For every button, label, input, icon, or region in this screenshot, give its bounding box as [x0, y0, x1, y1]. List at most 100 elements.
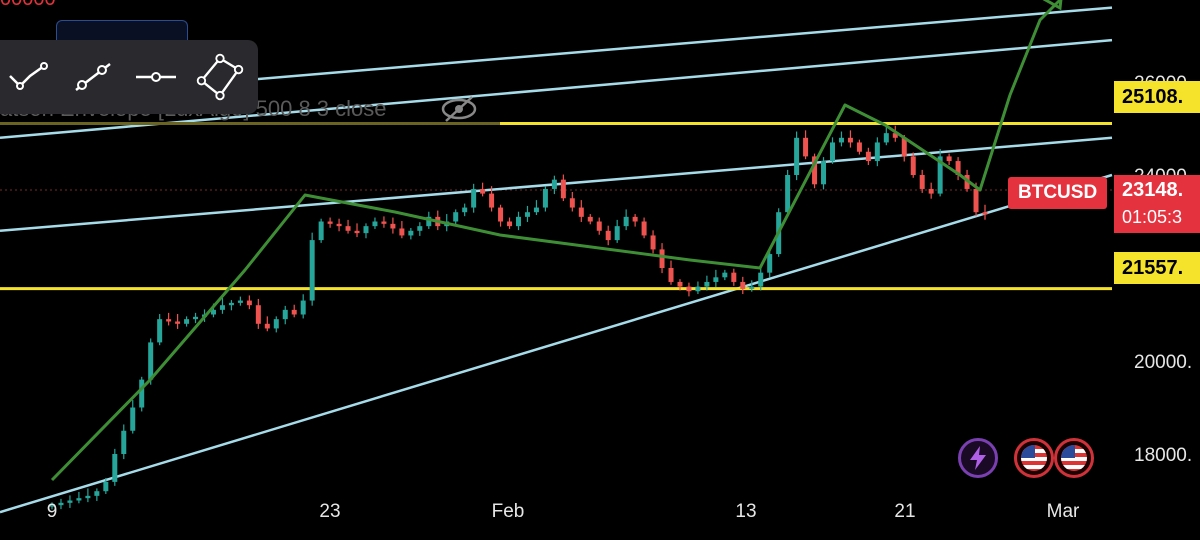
- candle-body: [749, 286, 755, 289]
- time-axis-label: 13: [735, 501, 756, 522]
- candle-body: [309, 240, 315, 301]
- time-axis-label: Feb: [492, 501, 525, 522]
- candle-body: [237, 300, 243, 303]
- forecast-arrowhead: [1042, 0, 1063, 11]
- candle-body: [507, 221, 513, 227]
- candle-body: [148, 342, 154, 380]
- candle-body: [103, 481, 109, 492]
- us-event-button-1[interactable]: [1014, 438, 1054, 478]
- candle-body: [372, 221, 378, 227]
- candle-body: [471, 188, 477, 208]
- candle-body: [246, 300, 252, 306]
- candle-body: [291, 309, 297, 315]
- ray-line-tool[interactable]: [66, 51, 118, 103]
- current-price-value: 23148.: [1122, 179, 1184, 201]
- candle-body: [910, 156, 916, 175]
- candle-body: [668, 268, 674, 282]
- candle-body: [946, 156, 952, 162]
- horizontal-levels: [0, 121, 1112, 291]
- candle-body: [354, 230, 360, 234]
- candle-body: [892, 133, 898, 138]
- ray-line-tool-icon: [75, 63, 111, 91]
- channel-line-middle: [0, 38, 1113, 140]
- candle-body: [184, 319, 190, 324]
- candle-body: [408, 230, 414, 236]
- candle-body: [605, 230, 611, 241]
- candle-body: [740, 281, 746, 289]
- candle-body: [318, 221, 324, 241]
- candle-body: [94, 491, 100, 496]
- candle-body: [982, 212, 988, 215]
- candle-body: [516, 216, 521, 227]
- candle-body: [695, 286, 701, 292]
- candle-body: [677, 281, 683, 287]
- candle-body: [399, 228, 405, 236]
- candle-body: [785, 175, 791, 213]
- price-axis-label: 20000.: [1134, 352, 1192, 373]
- lightning-icon: [970, 446, 986, 470]
- candle-body: [847, 137, 853, 143]
- candle-body: [686, 286, 692, 292]
- us-flag-icon: [1021, 445, 1047, 471]
- candle-body: [121, 430, 127, 454]
- candle-body: [704, 281, 710, 287]
- channel-line-bottom: [0, 173, 1113, 514]
- candle-body: [865, 151, 871, 162]
- candle-body: [596, 221, 602, 231]
- eye-hidden-icon[interactable]: [440, 94, 478, 124]
- candle-body: [273, 319, 279, 329]
- candle-body: [462, 207, 468, 213]
- trend-line-tool-icon: [9, 62, 48, 90]
- candle-body: [417, 226, 423, 231]
- us-flag-icon: [1061, 445, 1087, 471]
- trend-line-tool[interactable]: [2, 51, 54, 103]
- candle-body: [812, 156, 818, 185]
- candle-body: [58, 502, 64, 506]
- candle-body: [130, 407, 136, 431]
- candle-body: [336, 223, 342, 227]
- candle-body: [722, 272, 728, 278]
- candle-body: [767, 254, 773, 273]
- lightning-button[interactable]: [958, 438, 998, 478]
- candle-body: [426, 216, 432, 227]
- candle-body: [551, 179, 557, 189]
- current-price-badge[interactable]: 23148. 01:05:3: [1114, 175, 1200, 233]
- candle-body: [480, 188, 486, 194]
- time-axis-label: Mar: [1047, 501, 1080, 522]
- time-axis-label: 23: [319, 501, 340, 522]
- elliott-wave-path: [50, 0, 1062, 482]
- path-tool-icon: [196, 53, 244, 101]
- candle-body: [874, 142, 880, 162]
- lower-level-price-badge[interactable]: 21557.: [1114, 252, 1200, 284]
- candle-body: [157, 319, 163, 343]
- candle-body: [803, 137, 809, 157]
- upper-level-price-badge[interactable]: 25108.: [1114, 81, 1200, 113]
- candle-body: [650, 235, 656, 250]
- candle-body: [453, 212, 459, 222]
- candle-body: [255, 305, 261, 324]
- candle-body: [794, 137, 800, 175]
- candle-body: [901, 137, 907, 157]
- candle-body: [883, 133, 889, 143]
- time-axis-label: 21: [894, 501, 915, 522]
- candle-body: [578, 207, 584, 217]
- candle-body: [829, 142, 835, 162]
- candle-body: [614, 226, 620, 241]
- time-axis: 9 23 Feb 13 21 Mar: [47, 501, 1080, 522]
- path-tool[interactable]: [194, 51, 246, 103]
- candle-body: [758, 272, 764, 287]
- candle-body: [49, 505, 55, 507]
- candle-body: [85, 495, 91, 499]
- candle-body: [928, 188, 934, 194]
- candle-body: [560, 179, 566, 199]
- candle-body: [632, 216, 638, 222]
- candle-body: [219, 305, 225, 310]
- candle-body: [838, 137, 844, 143]
- candle-body: [713, 277, 719, 282]
- us-event-button-2[interactable]: [1054, 438, 1094, 478]
- price-axis-label: 18000.: [1134, 445, 1192, 466]
- horizontal-line-tool[interactable]: [130, 51, 182, 103]
- candle-body: [569, 198, 575, 208]
- symbol-badge[interactable]: BTCUSD: [1008, 177, 1108, 209]
- candle-body: [67, 500, 73, 503]
